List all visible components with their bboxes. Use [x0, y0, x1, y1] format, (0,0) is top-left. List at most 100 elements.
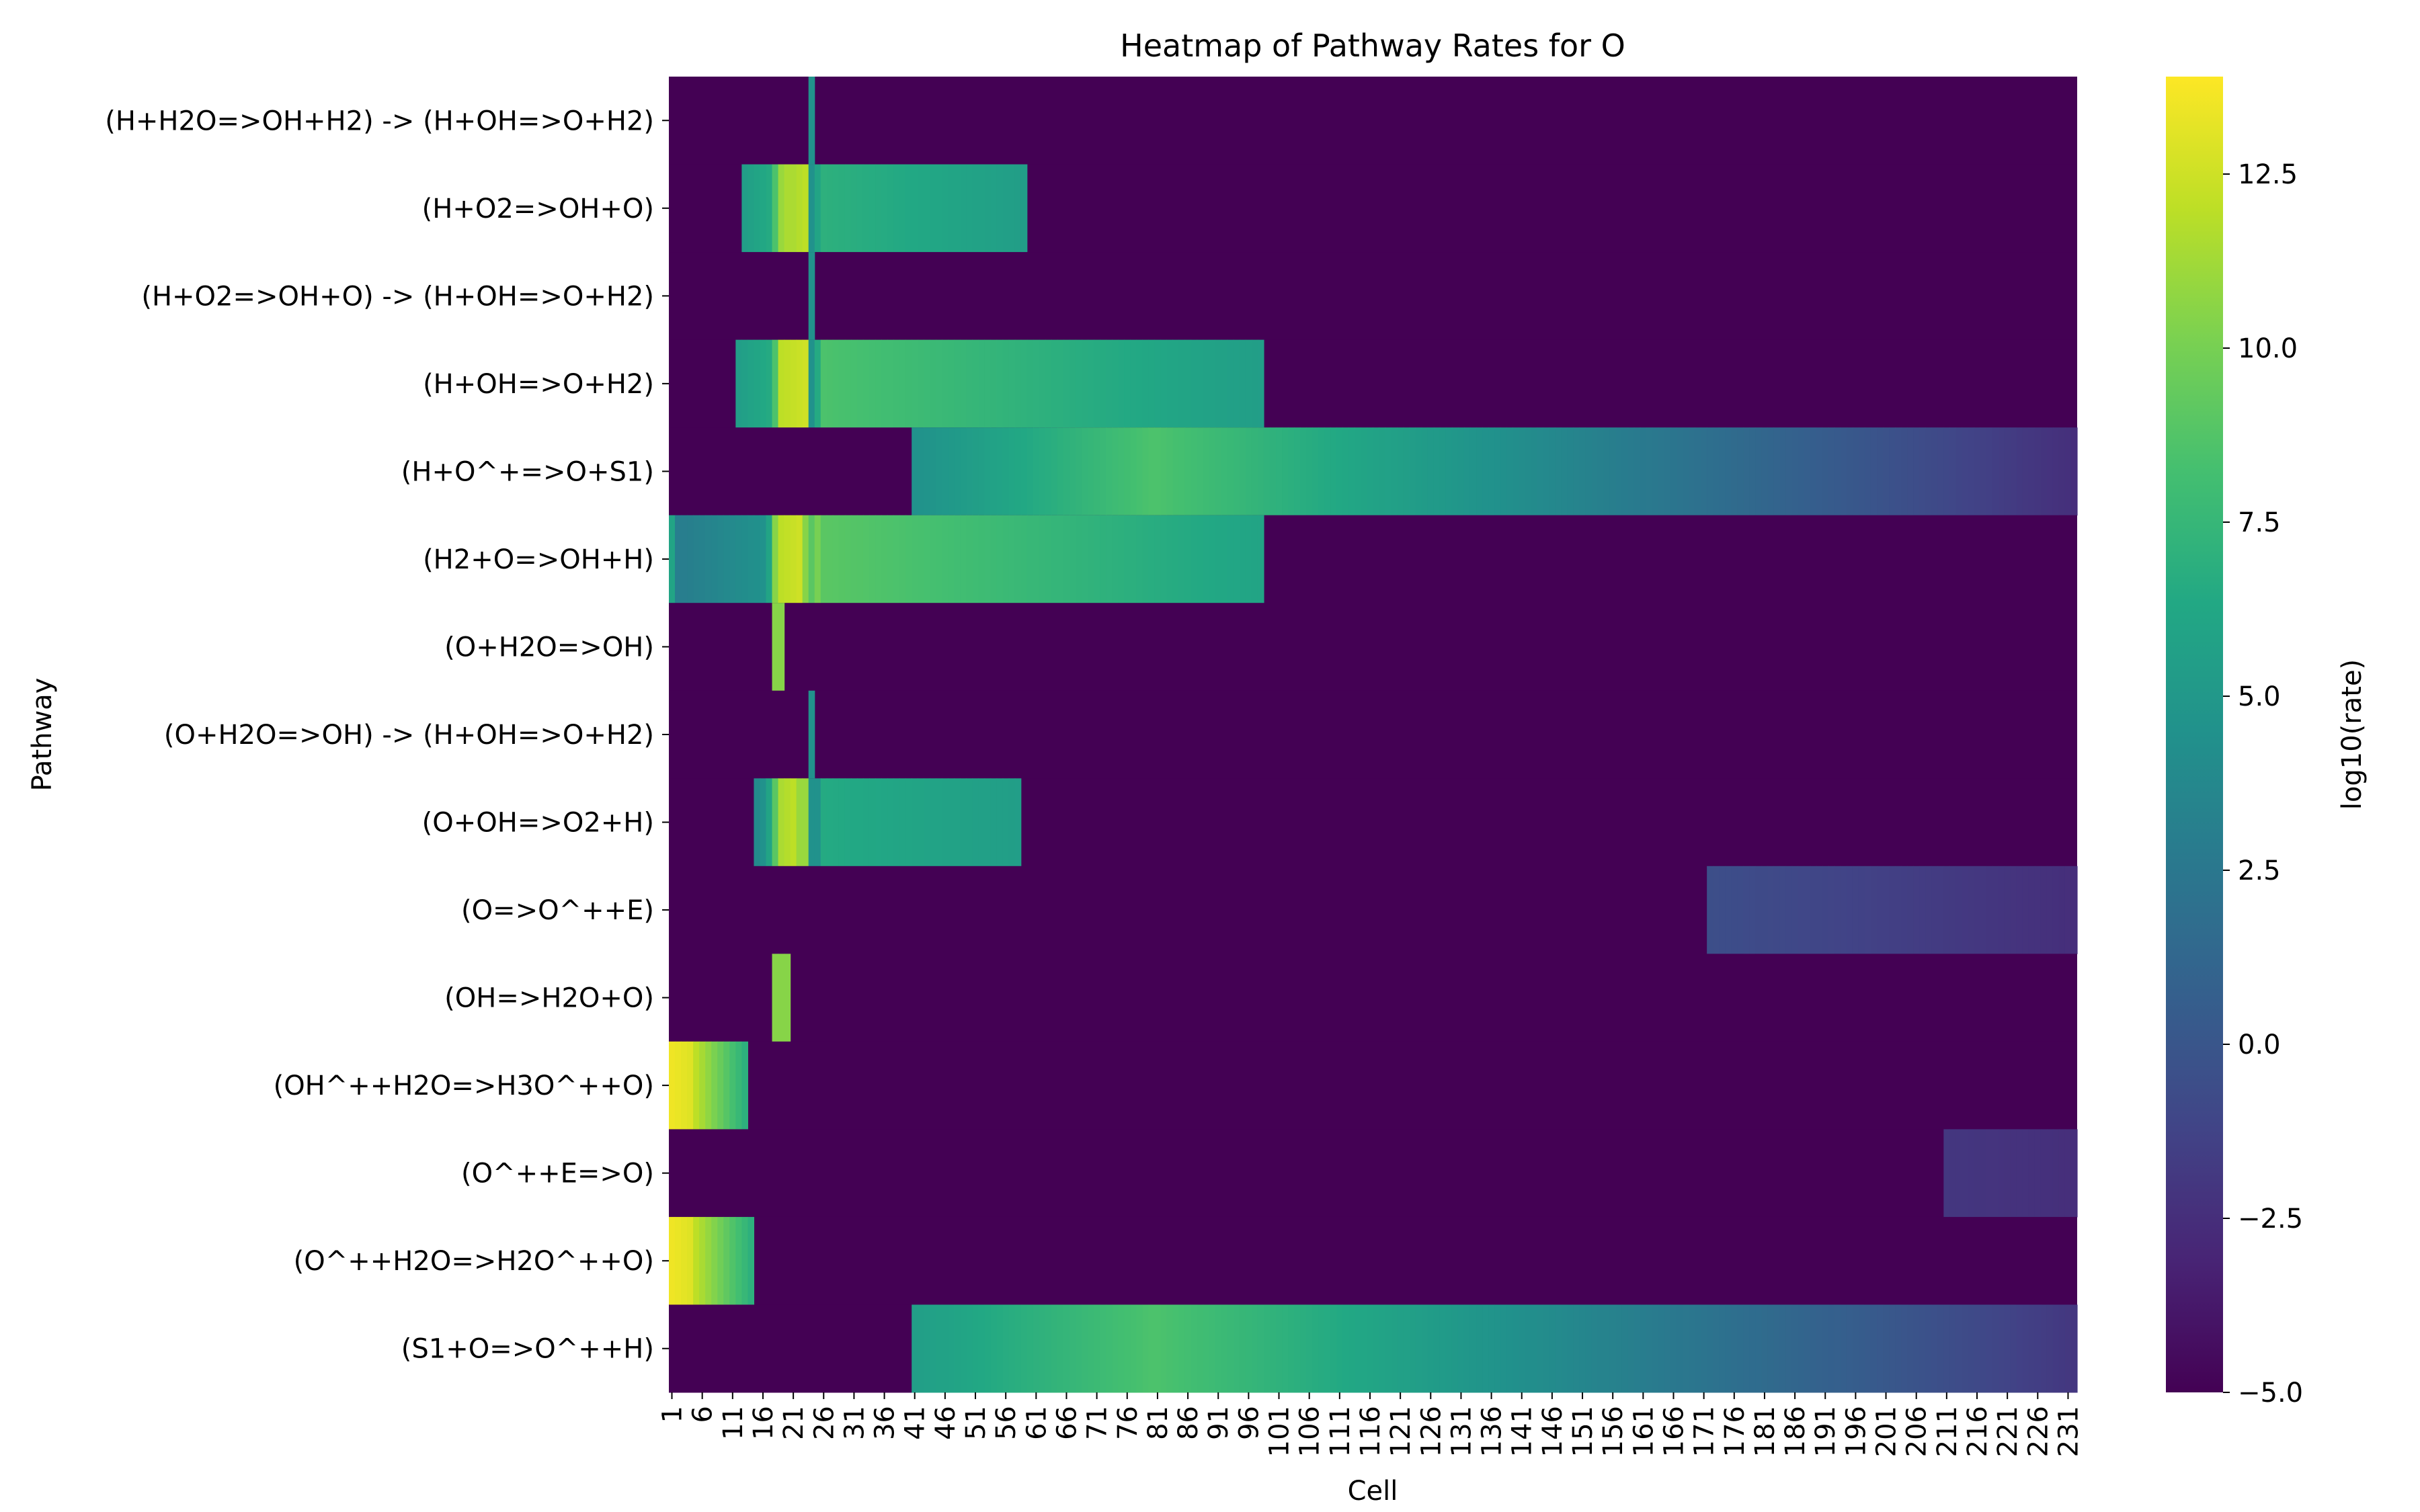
heatmap-cell — [1992, 1304, 1999, 1393]
heatmap-cell — [796, 515, 803, 603]
heatmap-cell — [1112, 427, 1119, 516]
heatmap-cell — [790, 515, 797, 603]
heatmap-cell — [832, 515, 840, 603]
heatmap-cell — [1531, 1304, 1537, 1393]
heatmap-cell — [723, 1216, 730, 1305]
heatmap-cell — [1469, 1304, 1477, 1393]
heatmap-cell — [1421, 1304, 1428, 1393]
heatmap-cell — [778, 339, 785, 428]
heatmap-cell — [1014, 339, 1022, 428]
heatmap-cell — [1039, 515, 1046, 603]
heatmap-cell — [675, 1216, 682, 1305]
heatmap-cell — [1707, 866, 1713, 954]
heatmap-cell — [1992, 427, 1999, 516]
heatmap-cell — [1749, 866, 1757, 954]
heatmap-cell — [948, 164, 955, 253]
heatmap-cell — [1014, 427, 1022, 516]
pathway-label: (H+OH=>O+H2) — [423, 369, 654, 400]
heatmap-cell — [1689, 1304, 1695, 1393]
heatmap-cell — [1968, 1129, 1975, 1218]
x-tick-label: 146 — [1537, 1406, 1568, 1457]
heatmap-cell — [717, 1216, 724, 1305]
heatmap-cell — [1245, 1304, 1252, 1393]
heatmap-cell — [1925, 866, 1932, 954]
heatmap-cell — [1112, 1304, 1119, 1393]
heatmap-cell — [2004, 427, 2011, 516]
heatmap-cell — [820, 339, 828, 428]
heatmap-cell — [1864, 427, 1871, 516]
heatmap-cell — [1798, 427, 1805, 516]
heatmap-cell — [1421, 427, 1428, 516]
heatmap-cell — [699, 1216, 706, 1305]
heatmap-cell — [1561, 427, 1568, 516]
heatmap-cell — [1221, 515, 1228, 603]
heatmap-cell — [1469, 427, 1477, 516]
heatmap-cell — [1737, 1304, 1744, 1393]
heatmap-cell — [1215, 339, 1222, 428]
heatmap-row-background — [669, 1129, 2077, 1218]
heatmap-cell — [772, 603, 779, 691]
heatmap-cell — [1901, 866, 1908, 954]
heatmap-cell — [1063, 339, 1070, 428]
heatmap-row-background — [669, 954, 2077, 1042]
heatmap-cell — [936, 1304, 942, 1393]
heatmap-cell — [1239, 1304, 1246, 1393]
heatmap-cell — [681, 1216, 688, 1305]
heatmap-cell — [1178, 339, 1186, 428]
x-tick-label: 116 — [1355, 1406, 1386, 1457]
x-tick-label: 151 — [1568, 1406, 1599, 1457]
heatmap-cell — [808, 778, 815, 867]
pathway-label: (OH^++H2O=>H3O^++O) — [274, 1070, 654, 1101]
heatmap-cell — [1962, 866, 1969, 954]
heatmap-cell — [1834, 866, 1841, 954]
heatmap-cell — [784, 778, 791, 867]
heatmap-cell — [1100, 1304, 1106, 1393]
heatmap-cell — [1597, 1304, 1605, 1393]
heatmap-cell — [1677, 1304, 1683, 1393]
heatmap-cell — [1221, 1304, 1228, 1393]
heatmap-cell — [1931, 427, 1938, 516]
colorbar-tick-label: 12.5 — [2238, 159, 2298, 190]
heatmap-cell — [978, 778, 985, 867]
heatmap-cell — [1233, 427, 1240, 516]
x-tick-label: 196 — [1841, 1406, 1871, 1457]
heatmap-cell — [1166, 427, 1174, 516]
colorbar-tick-label: 5.0 — [2238, 681, 2281, 712]
heatmap-cell — [905, 515, 912, 603]
heatmap-cell — [2034, 1304, 2042, 1393]
heatmap-cell — [1567, 427, 1574, 516]
heatmap-cell — [735, 339, 742, 428]
pathway-label: (O+H2O=>OH) — [444, 632, 654, 663]
heatmap-cell — [1561, 1304, 1568, 1393]
heatmap-cell — [1955, 1304, 1963, 1393]
heatmap-cell — [1008, 427, 1016, 516]
heatmap-cell — [1191, 515, 1198, 603]
heatmap-cell — [1118, 339, 1125, 428]
heatmap-cell — [1719, 866, 1726, 954]
heatmap-cell — [1695, 427, 1701, 516]
heatmap-cell — [1615, 1304, 1623, 1393]
heatmap-cell — [912, 778, 918, 867]
heatmap-cell — [1646, 427, 1653, 516]
heatmap-cell — [784, 164, 791, 253]
heatmap-cell — [2052, 1129, 2060, 1218]
heatmap-cell — [1980, 866, 1987, 954]
heatmap-cell — [1968, 866, 1975, 954]
x-tick-label: 6 — [688, 1406, 719, 1423]
heatmap-cell — [838, 164, 846, 253]
heatmap-cell — [1142, 1304, 1149, 1393]
heatmap-cell — [1082, 339, 1088, 428]
heatmap-cell — [711, 1216, 718, 1305]
heatmap-cell — [1798, 866, 1805, 954]
heatmap-cell — [1008, 339, 1016, 428]
heatmap-cell — [1409, 427, 1416, 516]
heatmap-cell — [1033, 427, 1040, 516]
heatmap-cell — [1579, 1304, 1586, 1393]
heatmap-cell — [1118, 427, 1125, 516]
heatmap-cell — [1980, 1304, 1987, 1393]
pathway-label: (O+H2O=>OH) -> (H+OH=>O+H2) — [164, 720, 654, 751]
heatmap-cell — [1439, 427, 1447, 516]
colorbar — [2166, 77, 2223, 1392]
heatmap-cell — [1136, 339, 1143, 428]
heatmap-cell — [1094, 339, 1100, 428]
